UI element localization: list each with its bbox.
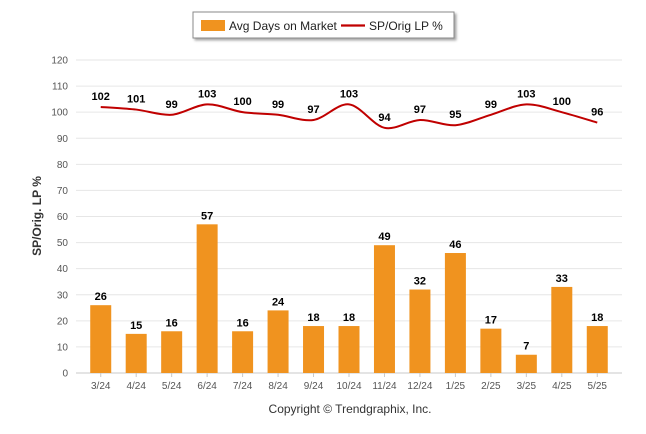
bar-value-label: 16 [236, 317, 248, 329]
bar [373, 245, 395, 373]
line-value-label: 103 [198, 88, 216, 100]
bar [444, 253, 466, 373]
line-value-label: 99 [272, 99, 284, 111]
y-tick-label: 100 [51, 108, 68, 119]
bar-value-label: 18 [591, 312, 603, 324]
line-value-label: 96 [591, 107, 603, 119]
line-data-labels: 102 101 99 103 100 99 97 103 94 97 95 99 103 100 96 [92, 88, 604, 123]
bar [267, 310, 289, 373]
legend-label-bars: Avg Days on Market [229, 19, 337, 33]
bar-value-label: 26 [95, 291, 107, 303]
x-tick-label: 6/24 [197, 381, 217, 392]
bar [303, 326, 325, 373]
x-tick-label: 5/24 [162, 381, 182, 392]
line-value-label: 102 [92, 91, 110, 103]
bar [125, 333, 147, 373]
bar-value-label: 24 [272, 296, 285, 308]
y-tick-label: 70 [57, 186, 69, 197]
y-tick-label: 80 [57, 160, 69, 171]
x-axis-ticks: 3/24 4/24 5/24 6/24 7/24 8/24 9/24 10/24 11/24 12… [91, 373, 607, 392]
bar-value-label: 18 [343, 312, 355, 324]
y-tick-label: 50 [57, 238, 69, 249]
legend-swatch-bars [201, 20, 225, 31]
bar-value-label: 57 [201, 210, 213, 222]
x-tick-label: 8/24 [268, 381, 288, 392]
y-axis-ticks: 0 10 20 30 40 50 60 70 80 90 100 110 120 [51, 56, 68, 380]
line-value-label: 94 [378, 112, 391, 124]
x-tick-label: 5/25 [588, 381, 608, 392]
y-tick-label: 10 [57, 342, 69, 353]
line-value-label: 100 [233, 96, 251, 108]
bar-value-label: 17 [485, 315, 497, 327]
legend-label-line: SP/Orig LP % [369, 19, 443, 33]
x-tick-label: 11/24 [372, 381, 397, 392]
bar-series [90, 224, 608, 373]
x-tick-label: 9/24 [304, 381, 324, 392]
line-value-label: 99 [166, 99, 178, 111]
line-value-label: 95 [449, 109, 461, 121]
y-tick-label: 120 [51, 56, 68, 67]
bar [161, 331, 183, 373]
bar-value-label: 32 [414, 276, 426, 288]
bar [196, 224, 218, 373]
line-value-label: 103 [340, 88, 358, 100]
x-tick-label: 3/25 [517, 381, 537, 392]
x-tick-label: 10/24 [336, 381, 361, 392]
y-axis-title: SP/Orig. LP % [30, 176, 44, 256]
x-tick-label: 4/25 [552, 381, 572, 392]
bar [338, 326, 360, 373]
line-path [100, 103, 598, 130]
x-tick-label: 2/25 [481, 381, 501, 392]
line-value-label: 103 [517, 88, 535, 100]
x-tick-label: 7/24 [233, 381, 253, 392]
x-tick-label: 4/24 [126, 381, 146, 392]
bar [480, 328, 502, 373]
y-tick-label: 110 [52, 82, 68, 93]
bar [551, 286, 573, 373]
bar-value-label: 46 [449, 239, 461, 251]
bar-value-label: 49 [378, 231, 390, 243]
bar-value-label: 18 [307, 312, 319, 324]
line-value-label: 99 [485, 99, 497, 111]
line-value-label: 97 [307, 104, 319, 116]
line-value-label: 100 [553, 96, 571, 108]
bar [409, 289, 431, 373]
bar-value-label: 16 [166, 317, 178, 329]
y-tick-label: 40 [57, 264, 69, 275]
x-tick-label: 12/24 [407, 381, 432, 392]
bar [515, 354, 537, 373]
line-value-label: 101 [127, 94, 145, 106]
x-tick-label: 3/24 [91, 381, 111, 392]
bar [90, 305, 112, 373]
y-tick-label: 30 [57, 290, 69, 301]
line-series [100, 103, 598, 130]
legend-box [192, 11, 455, 39]
bar [232, 331, 254, 373]
y-tick-label: 20 [57, 316, 69, 327]
copyright-text: Copyright © Trendgraphix, Inc. [269, 402, 432, 416]
legend: Avg Days on Market SP/Orig LP % [192, 11, 455, 39]
bar-data-labels: 26 15 16 57 16 24 18 18 49 32 46 17 7 33 18 [95, 210, 604, 352]
bar-value-label: 33 [556, 273, 568, 285]
y-tick-label: 90 [57, 134, 69, 145]
y-tick-label: 60 [57, 212, 69, 223]
x-tick-label: 1/25 [446, 381, 466, 392]
line-value-label: 97 [414, 104, 426, 116]
bar [586, 326, 608, 373]
bar-value-label: 15 [130, 320, 142, 332]
bar-value-label: 7 [523, 341, 529, 353]
y-tick-label: 0 [62, 369, 68, 380]
